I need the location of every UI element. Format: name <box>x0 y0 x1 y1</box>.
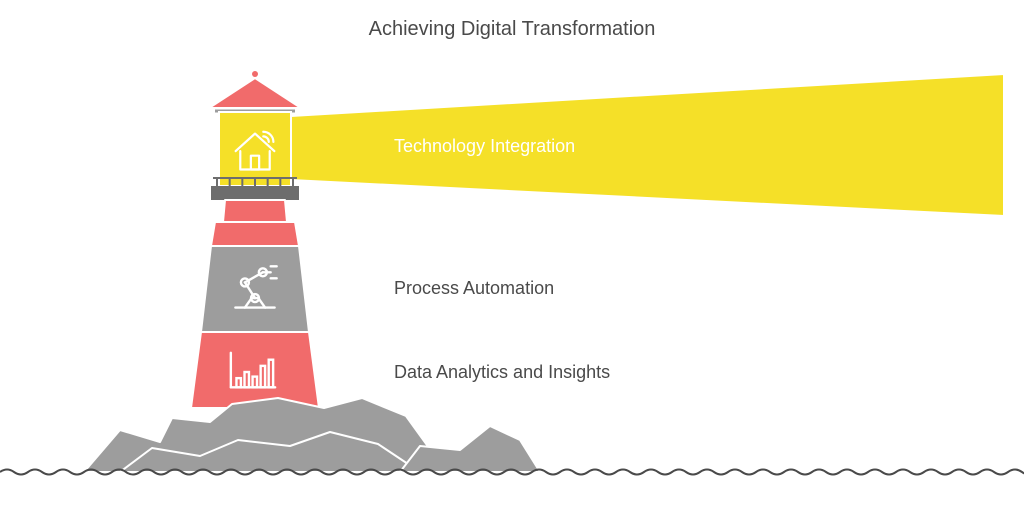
infographic-canvas <box>0 0 1024 512</box>
beam-label: Technology Integration <box>394 136 575 157</box>
section-label-mid: Process Automation <box>394 278 554 299</box>
section-label-bot: Data Analytics and Insights <box>394 362 610 383</box>
